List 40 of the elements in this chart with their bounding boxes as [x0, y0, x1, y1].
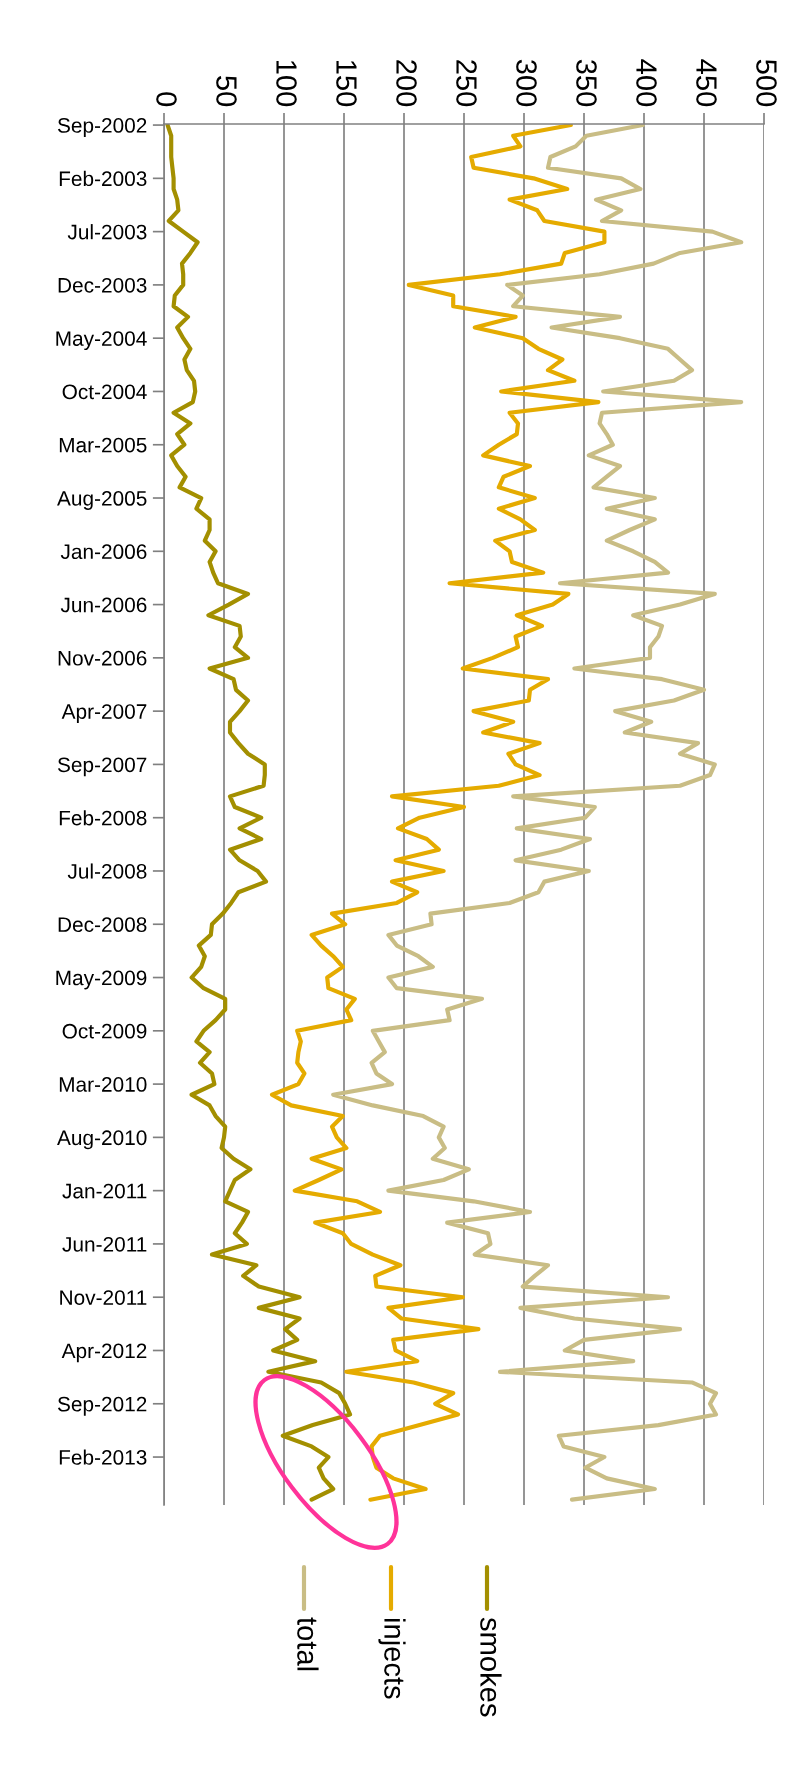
y-tick-label: Oct-2004	[62, 384, 147, 400]
x-tick-label: 450	[696, 59, 717, 107]
y-tick-label: Sep-2007	[57, 757, 147, 777]
y-tick-label: Jun-2011	[62, 1236, 147, 1252]
y-tick-label: Feb-2003	[59, 170, 147, 187]
y-tick-label: May-2004	[56, 331, 147, 351]
y-tick-label: Apr-2012	[61, 1343, 147, 1363]
y-tick-label: May-2009	[56, 970, 147, 990]
y-tick-label: Jul-2008	[67, 863, 147, 879]
y-tick-label: Mar-2010	[59, 1077, 147, 1092]
x-tick-label: 300	[516, 59, 537, 107]
y-tick-label: Aug-2005	[57, 491, 147, 510]
x-tick-label: 400	[636, 59, 657, 107]
y-tick-label: Aug-2010	[57, 1130, 147, 1150]
y-tick-label: Nov-2011	[60, 1290, 147, 1305]
y-tick-label: Sep-2002	[57, 118, 147, 137]
y-tick-label: Jan-2011	[62, 1183, 147, 1199]
y-tick-label: Apr-2007	[61, 704, 147, 724]
y-tick-label: Jul-2003	[67, 224, 147, 240]
x-tick-label: 350	[576, 59, 597, 107]
y-tick-label: Sep-2012	[57, 1396, 147, 1416]
legend-label: injects	[378, 1618, 406, 1699]
x-tick-label: 250	[456, 60, 477, 107]
legend-label: smokes	[480, 1617, 502, 1717]
x-tick-label: 50	[216, 76, 237, 107]
y-tick-label: Nov-2006	[58, 650, 147, 666]
x-tick-label: 100	[276, 60, 297, 107]
x-tick-label: 500	[756, 59, 777, 107]
y-tick-label: Jun-2006	[60, 597, 147, 613]
legend-label: total	[297, 1617, 319, 1671]
y-tick-label: Feb-2013	[59, 1449, 147, 1465]
y-tick-label: Dec-2008	[58, 917, 147, 933]
x-tick-label: 150	[336, 60, 357, 107]
y-tick-label: Mar-2005	[59, 437, 147, 453]
y-tick-label: Jan-2006	[60, 544, 147, 560]
y-tick-label: Oct-2009	[62, 1023, 147, 1039]
y-tick-label: Feb-2008	[59, 810, 147, 826]
x-tick-label: 200	[396, 60, 417, 107]
y-tick-label: Dec-2003	[58, 277, 147, 293]
x-tick-label: 0	[156, 92, 177, 107]
